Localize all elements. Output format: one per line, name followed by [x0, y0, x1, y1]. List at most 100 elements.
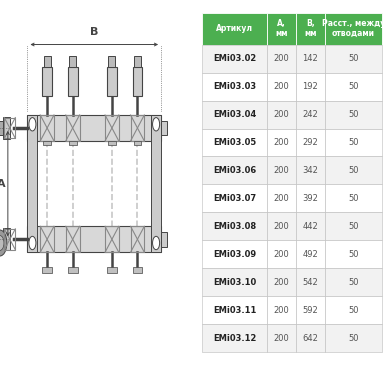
Text: EMi03.09: EMi03.09	[213, 250, 256, 259]
Text: 642: 642	[302, 334, 318, 343]
Bar	[325, 269, 382, 296]
Bar	[66, 115, 80, 141]
Circle shape	[29, 118, 36, 131]
Text: 200: 200	[273, 110, 289, 119]
Bar	[267, 184, 296, 213]
Bar	[40, 115, 54, 141]
Text: 342: 342	[302, 166, 318, 175]
Bar	[325, 45, 382, 72]
Text: 542: 542	[302, 278, 318, 287]
Bar	[296, 13, 325, 45]
Bar	[296, 296, 325, 325]
Bar	[132, 267, 142, 273]
Bar	[202, 72, 267, 101]
Text: 200: 200	[273, 306, 289, 315]
Bar	[27, 115, 161, 141]
Text: 200: 200	[273, 250, 289, 259]
Bar	[296, 325, 325, 352]
Bar	[68, 67, 77, 96]
Bar	[202, 157, 267, 184]
Text: А,
мм: А, мм	[275, 19, 288, 39]
Text: 200: 200	[273, 82, 289, 91]
Bar	[325, 128, 382, 157]
Bar	[40, 226, 54, 252]
Bar	[325, 72, 382, 101]
Bar	[202, 184, 267, 213]
Text: Расст., между
отводами: Расст., между отводами	[322, 19, 385, 39]
Bar	[202, 325, 267, 352]
Text: 192: 192	[302, 82, 318, 91]
Bar	[3, 228, 10, 250]
Text: 200: 200	[273, 194, 289, 203]
Bar	[202, 13, 267, 45]
Bar	[325, 184, 382, 213]
Text: 200: 200	[273, 278, 289, 287]
Text: Артикул: Артикул	[216, 24, 253, 33]
Text: 242: 242	[302, 110, 318, 119]
Bar	[105, 115, 119, 141]
Text: 50: 50	[348, 166, 359, 175]
Circle shape	[152, 118, 160, 131]
Text: EMi03.05: EMi03.05	[213, 138, 256, 147]
Text: EMi03.06: EMi03.06	[213, 166, 256, 175]
Bar	[44, 56, 51, 67]
Text: 50: 50	[348, 110, 359, 119]
Bar	[325, 157, 382, 184]
Text: 200: 200	[273, 54, 289, 63]
Bar	[107, 267, 117, 273]
Bar	[267, 101, 296, 128]
Text: EMi03.07: EMi03.07	[213, 194, 256, 203]
Text: B: B	[90, 27, 99, 37]
Text: 50: 50	[348, 138, 359, 147]
Bar	[267, 240, 296, 269]
Bar	[296, 269, 325, 296]
Bar	[325, 101, 382, 128]
Bar	[27, 115, 37, 252]
Text: EMi03.12: EMi03.12	[213, 334, 256, 343]
Bar	[134, 56, 141, 67]
Bar	[202, 213, 267, 240]
Bar	[42, 67, 52, 96]
Bar	[131, 226, 144, 252]
Text: 392: 392	[302, 194, 318, 203]
Bar	[4, 229, 15, 250]
Bar	[267, 325, 296, 352]
Bar	[267, 213, 296, 240]
Text: 50: 50	[348, 334, 359, 343]
Text: 50: 50	[348, 82, 359, 91]
Bar	[4, 118, 15, 138]
Bar	[296, 240, 325, 269]
Bar	[43, 141, 51, 145]
Text: 50: 50	[348, 222, 359, 231]
Bar	[267, 157, 296, 184]
Text: 50: 50	[348, 250, 359, 259]
Bar	[325, 213, 382, 240]
Bar	[267, 296, 296, 325]
Text: 442: 442	[302, 222, 318, 231]
Bar	[134, 141, 141, 145]
Bar	[267, 45, 296, 72]
Bar	[42, 267, 52, 273]
Text: 592: 592	[302, 306, 318, 315]
Circle shape	[0, 230, 7, 256]
Bar	[267, 128, 296, 157]
Text: A: A	[0, 179, 6, 188]
Bar	[267, 269, 296, 296]
Bar	[161, 232, 167, 247]
Circle shape	[29, 236, 36, 250]
Text: 50: 50	[348, 54, 359, 63]
Bar	[325, 13, 382, 45]
Circle shape	[0, 236, 4, 250]
Text: 200: 200	[273, 166, 289, 175]
Bar	[325, 325, 382, 352]
Bar	[69, 56, 76, 67]
Bar	[267, 72, 296, 101]
Bar	[107, 67, 117, 96]
Bar	[202, 101, 267, 128]
Text: EMi03.03: EMi03.03	[213, 82, 256, 91]
Text: 200: 200	[273, 222, 289, 231]
Bar	[131, 115, 144, 141]
Bar	[108, 141, 116, 145]
Text: EMi03.11: EMi03.11	[213, 306, 256, 315]
Bar	[161, 121, 167, 135]
